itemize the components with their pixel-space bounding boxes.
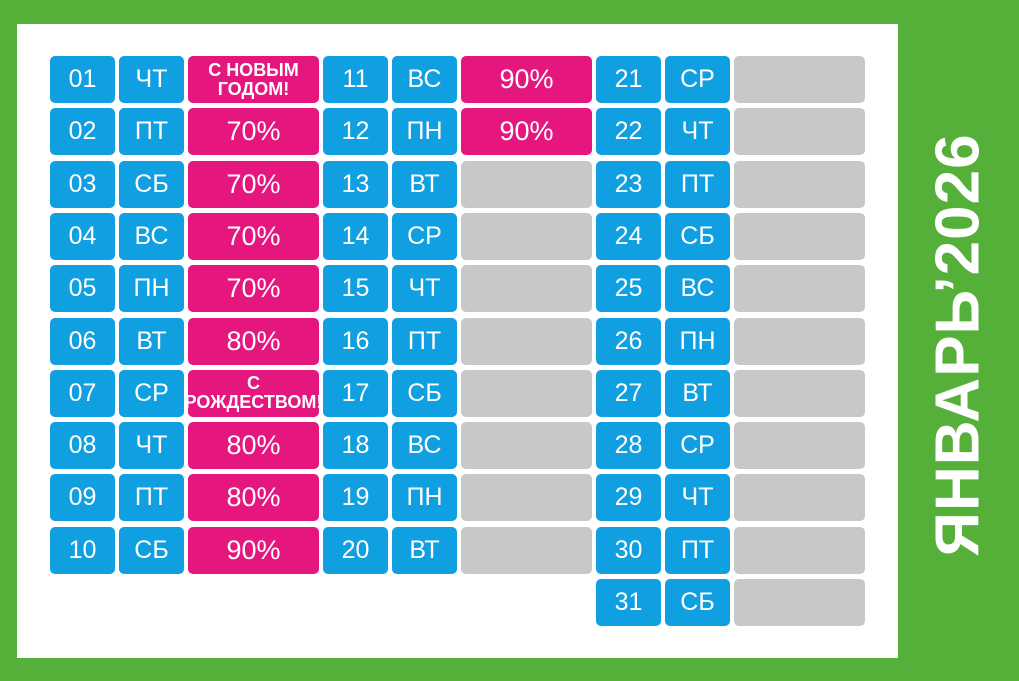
empty-day-slot bbox=[461, 160, 592, 208]
empty-day-slot bbox=[734, 160, 865, 208]
day-of-week: ПТ bbox=[665, 526, 730, 574]
empty-day-slot bbox=[734, 474, 865, 522]
day-of-week: СБ bbox=[665, 212, 730, 260]
empty-day-slot bbox=[734, 108, 865, 156]
day-of-week: СБ bbox=[119, 526, 184, 574]
day-number: 30 bbox=[596, 526, 661, 574]
day-of-week: ВС bbox=[119, 212, 184, 260]
day-of-week: СР bbox=[119, 369, 184, 417]
greeting-badge: С НОВЫМ ГОДОМ! bbox=[188, 56, 319, 103]
day-number: 22 bbox=[596, 108, 661, 156]
day-of-week: ВС bbox=[392, 422, 457, 470]
empty-day-slot bbox=[734, 212, 865, 260]
day-number: 18 bbox=[323, 422, 388, 470]
day-value-badge: 80% bbox=[188, 474, 319, 522]
day-of-week: ЧТ bbox=[119, 56, 184, 103]
day-number: 08 bbox=[50, 422, 115, 470]
day-value-badge: 70% bbox=[188, 265, 319, 313]
day-of-week: ЧТ bbox=[119, 422, 184, 470]
day-of-week: СР bbox=[392, 212, 457, 260]
day-number: 15 bbox=[323, 265, 388, 313]
empty-day-slot bbox=[461, 265, 592, 313]
empty-day-slot bbox=[734, 369, 865, 417]
day-of-week: ПТ bbox=[392, 317, 457, 365]
day-number: 04 bbox=[50, 212, 115, 260]
empty-day-slot bbox=[734, 265, 865, 313]
day-of-week: СБ bbox=[392, 369, 457, 417]
day-number: 11 bbox=[323, 56, 388, 103]
day-value-badge: 80% bbox=[188, 422, 319, 470]
empty-day-slot bbox=[461, 369, 592, 417]
day-number: 07 bbox=[50, 369, 115, 417]
day-of-week: ЧТ bbox=[392, 265, 457, 313]
day-of-week: ВТ bbox=[665, 369, 730, 417]
empty-day-slot bbox=[734, 526, 865, 574]
day-of-week: ВС bbox=[392, 56, 457, 103]
day-number: 20 bbox=[323, 526, 388, 574]
day-number: 19 bbox=[323, 474, 388, 522]
day-of-week: ПТ bbox=[119, 474, 184, 522]
empty-day-slot bbox=[734, 422, 865, 470]
empty-day-slot bbox=[461, 212, 592, 260]
day-number: 17 bbox=[323, 369, 388, 417]
day-of-week: СБ bbox=[665, 579, 730, 626]
day-number: 24 bbox=[596, 212, 661, 260]
day-number: 12 bbox=[323, 108, 388, 156]
day-of-week: ВС bbox=[665, 265, 730, 313]
greeting-badge: С РОЖДЕСТВОМ! bbox=[185, 369, 322, 417]
day-number: 10 bbox=[50, 526, 115, 574]
day-number: 05 bbox=[50, 265, 115, 313]
day-number: 03 bbox=[50, 160, 115, 208]
day-number: 13 bbox=[323, 160, 388, 208]
empty-day-slot bbox=[461, 422, 592, 470]
day-number: 26 bbox=[596, 317, 661, 365]
empty-day-slot bbox=[461, 474, 592, 522]
day-number: 25 bbox=[596, 265, 661, 313]
day-number: 29 bbox=[596, 474, 661, 522]
day-value-badge: 80% bbox=[188, 317, 319, 365]
day-value-badge: 90% bbox=[461, 56, 592, 103]
empty-day-slot bbox=[734, 317, 865, 365]
calendar-panel: 01 ЧТ С НОВЫМ ГОДОМ! 02 ПТ 70% 03 СБ 70% 04 ВС 70% 0… bbox=[17, 24, 898, 658]
day-of-week: ЧТ bbox=[665, 474, 730, 522]
day-of-week: ВТ bbox=[392, 526, 457, 574]
empty-day-slot bbox=[461, 526, 592, 574]
day-of-week: ПТ bbox=[119, 108, 184, 156]
day-value-badge: 90% bbox=[188, 526, 319, 574]
day-value-badge: 70% bbox=[188, 108, 319, 156]
day-of-week: СР bbox=[665, 56, 730, 103]
day-value-badge: 70% bbox=[188, 160, 319, 208]
day-value-badge: 70% bbox=[188, 212, 319, 260]
day-of-week: ВТ bbox=[392, 160, 457, 208]
day-of-week: ПН bbox=[665, 317, 730, 365]
day-number: 23 bbox=[596, 160, 661, 208]
day-of-week: ПН bbox=[392, 108, 457, 156]
day-value-badge: 90% bbox=[461, 108, 592, 156]
empty-day-slot bbox=[734, 579, 865, 626]
day-of-week: СБ bbox=[119, 160, 184, 208]
empty-day-slot bbox=[461, 317, 592, 365]
day-number: 06 bbox=[50, 317, 115, 365]
day-of-week: ПТ bbox=[665, 160, 730, 208]
day-number: 16 bbox=[323, 317, 388, 365]
day-number: 28 bbox=[596, 422, 661, 470]
day-number: 01 bbox=[50, 56, 115, 103]
day-of-week: ВТ bbox=[119, 317, 184, 365]
day-of-week: ПН bbox=[392, 474, 457, 522]
day-of-week: ЧТ bbox=[665, 108, 730, 156]
day-number: 14 bbox=[323, 212, 388, 260]
day-number: 27 bbox=[596, 369, 661, 417]
day-of-week: СР bbox=[665, 422, 730, 470]
day-number: 31 bbox=[596, 579, 661, 626]
day-number: 02 bbox=[50, 108, 115, 156]
empty-day-slot bbox=[734, 56, 865, 103]
month-title: ЯНВАРЬ’2026 bbox=[923, 133, 993, 557]
day-of-week: ПН bbox=[119, 265, 184, 313]
day-number: 09 bbox=[50, 474, 115, 522]
day-number: 21 bbox=[596, 56, 661, 103]
